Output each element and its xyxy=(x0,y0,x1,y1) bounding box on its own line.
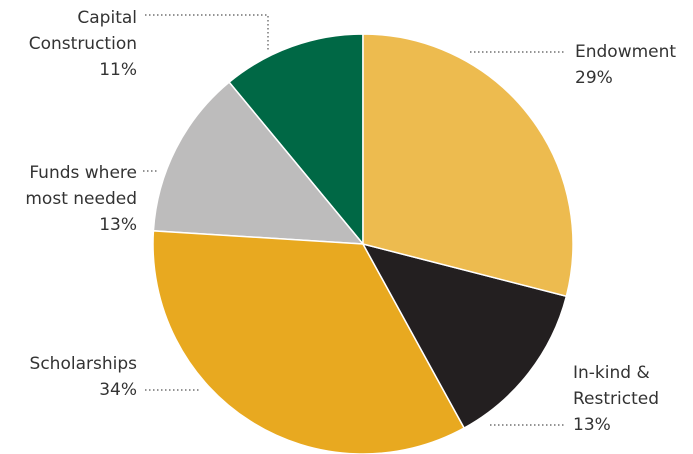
slice-label: Endowment xyxy=(575,42,676,62)
leader-line xyxy=(145,14,269,50)
slice-label: Restricted xyxy=(573,389,659,409)
slice-label: Funds where xyxy=(29,163,137,183)
pie-slice xyxy=(152,81,365,245)
value-label: 11% xyxy=(99,60,137,80)
pie-slice xyxy=(228,33,364,247)
slice-label: Capital xyxy=(77,8,137,28)
pie-slice xyxy=(361,242,568,430)
pie-slice xyxy=(362,33,574,298)
value-label: 13% xyxy=(573,415,611,435)
value-label: 13% xyxy=(99,215,137,235)
value-label: 34% xyxy=(99,380,137,400)
slice-label: Scholarships xyxy=(30,354,138,374)
slice-label: In-kind & xyxy=(573,363,650,383)
value-label: 29% xyxy=(575,68,613,88)
slice-label: Construction xyxy=(29,34,137,54)
slice-label: most needed xyxy=(25,189,137,209)
